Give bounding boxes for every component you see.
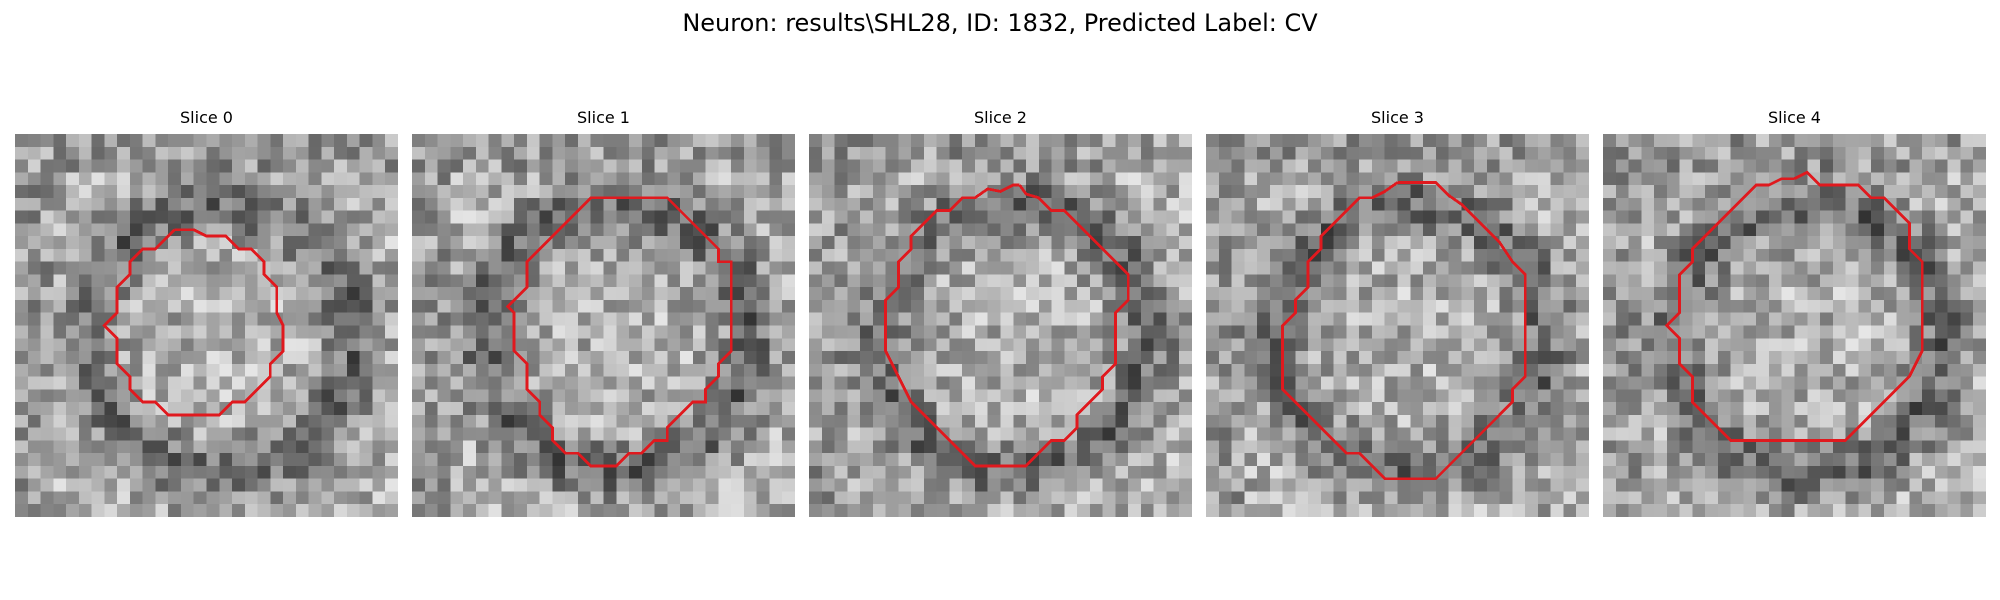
slice-panel-0: Slice 0	[15, 108, 398, 517]
grayscale-pixels-1	[412, 134, 795, 517]
slice-image-3	[1206, 134, 1589, 517]
grayscale-pixels-4	[1603, 134, 1986, 517]
slice-image-2	[809, 134, 1192, 517]
slice-panel-2: Slice 2	[809, 108, 1192, 517]
slice-panel-3: Slice 3	[1206, 108, 1589, 517]
slice-image-4	[1603, 134, 1986, 517]
slice-title-3: Slice 3	[1371, 108, 1424, 127]
slice-title-0: Slice 0	[180, 108, 233, 127]
roi-contour-4	[1664, 170, 1924, 442]
roi-contour-2	[884, 183, 1130, 468]
slice-image-0	[15, 134, 398, 517]
roi-contour-1	[505, 196, 733, 468]
figure-title: Neuron: results\SHL28, ID: 1832, Predict…	[682, 9, 1318, 37]
grayscale-pixels-0	[15, 134, 398, 517]
slice-panel-1: Slice 1	[412, 108, 795, 517]
slice-title-4: Slice 4	[1768, 108, 1821, 127]
grayscale-pixels-3	[1206, 134, 1589, 517]
roi-contour-0	[102, 228, 285, 417]
slice-title-2: Slice 2	[974, 108, 1027, 127]
slice-panel-4: Slice 4	[1603, 108, 1986, 517]
slice-image-1	[412, 134, 795, 517]
roi-contour-3	[1281, 181, 1527, 481]
slice-title-1: Slice 1	[577, 108, 630, 127]
grayscale-pixels-2	[809, 134, 1192, 517]
